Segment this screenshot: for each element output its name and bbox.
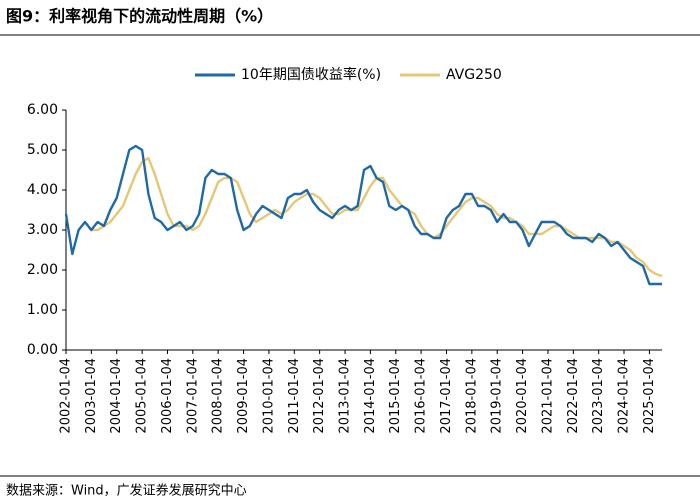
x-tick-label: 2010-01-04: [261, 358, 276, 434]
x-tick-label: 2004-01-04: [109, 358, 124, 434]
x-tick-label: 2022-01-04: [566, 358, 581, 434]
y-tick-label: 4.00: [27, 182, 58, 198]
legend-label: AVG250: [446, 67, 502, 83]
x-tick-label: 2006-01-04: [160, 358, 175, 434]
x-tick-label: 2024-01-04: [617, 358, 632, 434]
chart-title: 图9：利率视角下的流动性周期（%）: [6, 7, 273, 26]
series-line: [64, 144, 662, 286]
x-tick-label: 2011-01-04: [287, 358, 302, 434]
source: 数据来源：Wind，广发证券发展研究中心: [6, 483, 247, 499]
y-tick-label: 1.00: [27, 302, 58, 318]
x-tick-label: 2015-01-04: [388, 358, 403, 434]
x-tick-label: 2025-01-04: [642, 358, 657, 434]
x-tick-label: 2003-01-04: [84, 358, 99, 434]
x-tick-label: 2017-01-04: [439, 358, 454, 434]
y-tick-label: 2.00: [27, 262, 58, 278]
x-tick-label: 2009-01-04: [236, 358, 251, 434]
x-tick-label: 2021-01-04: [540, 358, 555, 434]
y-tick-label: 6.00: [27, 102, 58, 118]
x-tick-label: 2019-01-04: [490, 358, 505, 434]
x-tick-label: 2023-01-04: [591, 358, 606, 434]
x-tick-label: 2008-01-04: [211, 358, 226, 434]
legend-label: 10年期国债收益率(%): [241, 66, 381, 83]
x-tick-label: 2007-01-04: [185, 358, 200, 434]
x-tick-label: 2018-01-04: [464, 358, 479, 434]
y-tick-label: 5.00: [27, 142, 58, 158]
x-tick-label: 2014-01-04: [363, 358, 378, 434]
y-tick-label: 0.00: [27, 342, 58, 358]
x-tick-label: 2005-01-04: [135, 358, 150, 434]
x-tick-label: 2013-01-04: [338, 358, 353, 434]
x-tick-label: 2002-01-04: [59, 358, 74, 434]
y-tick-label: 3.00: [27, 222, 58, 238]
x-tick-label: 2012-01-04: [312, 358, 327, 434]
x-tick-label: 2016-01-04: [414, 358, 429, 434]
x-tick-label: 2020-01-04: [515, 358, 530, 434]
